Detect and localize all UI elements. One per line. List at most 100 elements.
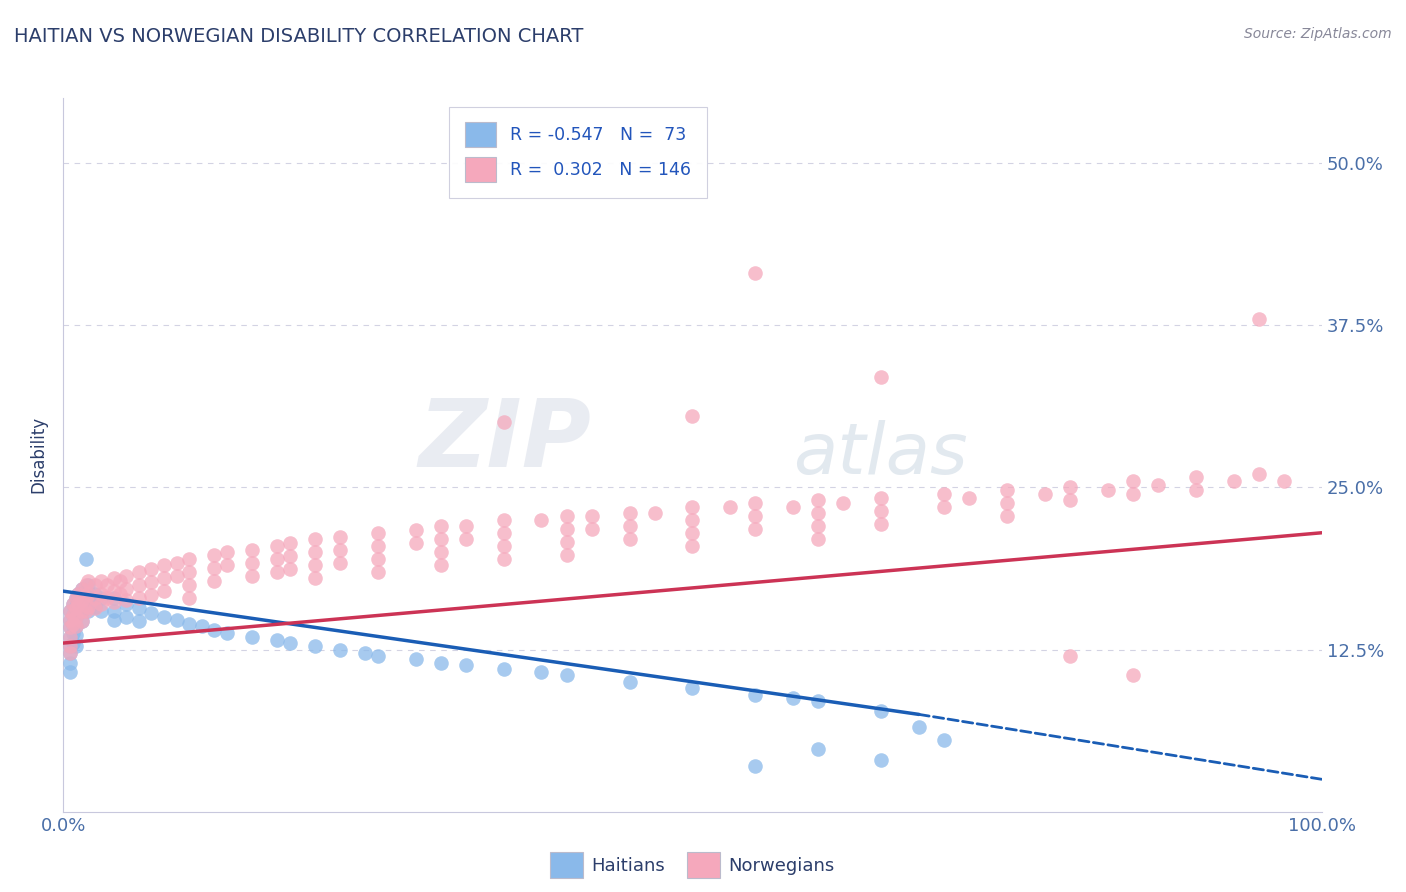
Point (153, 584, 176, 599)
Point (266, 539, 288, 553)
Point (1147, 477, 1170, 491)
Point (995, 483, 1018, 497)
Point (83, 599, 105, 614)
Point (555, 548, 578, 562)
Point (934, 500, 956, 514)
Point (62, 616, 84, 631)
Point (807, 742, 830, 756)
Point (682, 525, 704, 540)
Point (619, 519, 641, 533)
Point (62, 636, 84, 650)
Point (1247, 467, 1270, 482)
Point (70, 582, 93, 596)
Point (240, 556, 263, 570)
Point (807, 533, 830, 547)
Point (153, 571, 176, 585)
Point (115, 610, 138, 624)
Point (65, 639, 87, 653)
Point (128, 614, 150, 628)
Point (278, 536, 301, 550)
Point (77, 591, 100, 605)
Point (90, 574, 112, 588)
Point (70, 614, 93, 628)
Point (240, 630, 263, 644)
Point (62, 597, 84, 611)
Point (83, 587, 105, 601)
Point (75, 604, 97, 618)
Text: atlas: atlas (793, 420, 967, 490)
Point (718, 500, 741, 514)
Point (75, 584, 97, 599)
Point (62, 597, 84, 611)
Point (1059, 648, 1081, 663)
Point (405, 651, 427, 665)
Point (329, 530, 352, 544)
Point (870, 753, 893, 767)
Point (215, 625, 238, 640)
Point (555, 522, 578, 536)
Point (58, 656, 80, 670)
Point (153, 610, 176, 624)
Point (70, 593, 93, 607)
Point (492, 416, 515, 430)
Point (1185, 483, 1208, 497)
Point (619, 675, 641, 690)
Point (103, 591, 125, 605)
Point (90, 587, 112, 601)
Point (492, 662, 515, 676)
Point (644, 506, 666, 520)
Point (744, 266, 766, 280)
Point (103, 584, 125, 599)
Point (166, 556, 188, 570)
Point (83, 577, 105, 591)
Point (128, 577, 150, 591)
Point (103, 604, 125, 618)
Point (870, 504, 893, 518)
Point (58, 647, 80, 661)
Point (744, 759, 766, 773)
Point (430, 519, 453, 533)
Point (179, 551, 201, 566)
Point (141, 562, 163, 576)
Point (202, 623, 225, 637)
Point (70, 604, 93, 618)
Point (807, 519, 830, 533)
Point (58, 613, 80, 627)
Point (77, 604, 100, 618)
Point (744, 688, 766, 702)
Point (70, 614, 93, 628)
Point (1059, 480, 1081, 494)
Point (430, 558, 453, 573)
Point (682, 409, 704, 423)
Point (1122, 474, 1144, 488)
Point (304, 533, 326, 547)
Point (90, 597, 112, 611)
Point (530, 665, 553, 679)
Point (1185, 470, 1208, 484)
Point (67, 606, 90, 620)
Point (108, 587, 131, 601)
Point (90, 591, 112, 605)
Point (329, 642, 352, 657)
Point (67, 587, 90, 601)
Point (619, 533, 641, 547)
Point (67, 597, 90, 611)
Point (454, 533, 477, 547)
Point (190, 619, 212, 633)
Point (65, 601, 87, 615)
Point (1122, 487, 1144, 501)
Point (266, 551, 288, 566)
Text: Source: ZipAtlas.com: Source: ZipAtlas.com (1244, 27, 1392, 41)
Text: HAITIAN VS NORWEGIAN DISABILITY CORRELATION CHART: HAITIAN VS NORWEGIAN DISABILITY CORRELAT… (14, 27, 583, 45)
Point (103, 594, 125, 608)
Point (115, 597, 138, 611)
Point (957, 491, 980, 505)
Point (65, 599, 87, 614)
Point (807, 506, 830, 520)
Point (179, 616, 201, 631)
Point (75, 577, 97, 591)
Point (103, 571, 125, 585)
Point (65, 619, 87, 633)
Point (870, 370, 893, 384)
Point (807, 694, 830, 708)
